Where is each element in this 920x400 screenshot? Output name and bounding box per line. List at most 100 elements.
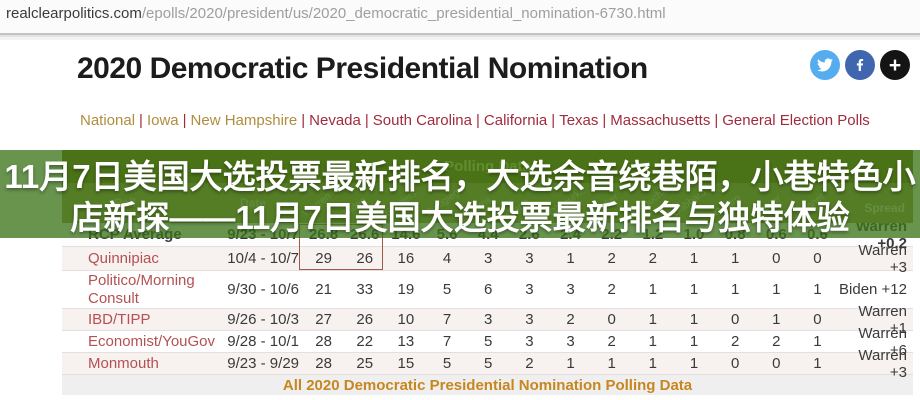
poll-values: 21 33 19 5 6 3 3 2 1 1 1 1 1 [303, 281, 838, 298]
poll-value: 7 [442, 333, 452, 350]
poll-value: 1 [730, 281, 740, 298]
poll-value: 1 [566, 355, 575, 372]
nav-link-california[interactable]: California [483, 112, 548, 129]
poll-value: 3 [566, 333, 575, 350]
poll-date: 10/4 - 10/7 [227, 250, 299, 267]
table-row-economist-yougov: Economist/YouGov 9/28 - 10/1 28 22 13 7 5 3 3 2 1 1… [62, 325, 913, 359]
plus-share-icon[interactable]: + [880, 50, 910, 80]
poll-name-link[interactable]: Economist/YouGov [88, 332, 216, 350]
nav-separator: | [602, 112, 607, 129]
nav-separator: | [476, 112, 480, 129]
poll-value: 0 [730, 355, 740, 372]
poll-spread: Warren +1 [858, 302, 907, 337]
poll-value: 1 [689, 250, 699, 267]
poll-value: 7 [442, 311, 452, 328]
nav-link-massachusetts[interactable]: Massachusetts [610, 112, 711, 129]
poll-spread: Warren +6 [858, 324, 907, 359]
poll-values: 27 26 10 7 3 3 2 0 1 1 0 1 0 [303, 311, 838, 328]
nav-link-south-carolina[interactable]: South Carolina [372, 112, 472, 129]
poll-value: 2 [607, 333, 616, 350]
poll-value: 0 [772, 355, 781, 372]
poll-value: 0 [607, 311, 616, 328]
poll-value: 1 [813, 333, 822, 350]
poll-value: 1 [813, 281, 822, 298]
poll-value: 1 [648, 355, 657, 372]
nav-separator: | [364, 112, 369, 129]
poll-values: 29 26 16 4 3 3 1 2 2 1 1 0 0 [303, 250, 838, 267]
poll-name-link[interactable]: Quinnipiac [88, 249, 159, 267]
table-row-ibd-tipp: IBD/TIPP 9/26 - 10/3 27 26 10 7 3 3 2 0 1 1 0 1 0 Warre… [62, 303, 913, 337]
poll-name-link[interactable]: Politico/Morning Consult [88, 272, 195, 307]
poll-value: 2 [566, 311, 575, 328]
poll-value: 5 [484, 355, 493, 372]
poll-value: 3 [525, 311, 534, 328]
poll-value: 10 [397, 311, 415, 328]
nav-link-nevada[interactable]: Nevada [309, 112, 361, 129]
poll-value: 1 [772, 281, 781, 298]
poll-value: 1 [648, 281, 657, 298]
poll-values: 28 25 15 5 5 2 1 1 1 1 0 0 1 [303, 355, 838, 372]
poll-value: 28 [315, 333, 332, 350]
poll-value: 5 [442, 281, 452, 298]
poll-value: 5 [484, 333, 493, 350]
poll-value: 3 [525, 281, 534, 298]
poll-value: 3 [525, 250, 534, 267]
nav-link-general-election-polls[interactable]: General Election Polls [722, 112, 870, 129]
poll-spread: Warren +3 [858, 241, 907, 276]
all-polling-data-link[interactable]: All 2020 Democratic Presidential Nominat… [282, 376, 693, 394]
facebook-icon[interactable] [845, 50, 875, 80]
poll-value: 3 [525, 333, 534, 350]
poll-value: 1 [566, 250, 575, 267]
browser-address-bar[interactable]: realclearpolitics.com/epolls/2020/presid… [0, 0, 920, 33]
poll-value: 1 [607, 355, 616, 372]
poll-spread: Biden +12 [839, 281, 907, 298]
nav-link-national[interactable]: National [80, 112, 136, 129]
nav-link-new-hampshire[interactable]: New Hampshire [190, 112, 298, 129]
poll-name-link[interactable]: Monmouth [88, 354, 159, 372]
poll-date: 9/26 - 10/3 [227, 311, 299, 328]
table-row-quinnipiac: Quinnipiac 10/4 - 10/7 29 26 16 4 3 3 1 2 2 1 1 0 0 War… [62, 242, 913, 276]
poll-value: 3 [484, 311, 493, 328]
poll-value: 26 [356, 250, 374, 267]
poll-value: 2 [525, 355, 534, 372]
poll-value: 1 [648, 311, 657, 328]
nav-separator: | [301, 112, 306, 129]
browser-chrome-divider [0, 33, 920, 40]
poll-value: 1 [689, 355, 699, 372]
poll-value: 4 [442, 250, 452, 267]
nav-link-texas[interactable]: Texas [559, 112, 599, 129]
poll-value: 3 [566, 281, 575, 298]
poll-rows: RCP Average9/23 - 10/726.826.614.65.64.4… [62, 218, 913, 381]
url-domain: realclearpolitics.com [6, 5, 142, 22]
poll-value: 25 [356, 355, 374, 372]
poll-value: 2 [772, 333, 781, 350]
nav-separator: | [139, 112, 143, 129]
table-row-politico-morning-consult: Politico/Morning Consult 9/30 - 10/6 21 33 1… [62, 271, 913, 309]
table-footer-bar: All 2020 Democratic Presidential Nominat… [62, 375, 913, 395]
poll-value: 2 [730, 333, 740, 350]
poll-value: 1 [730, 250, 740, 267]
nav-separator: | [551, 112, 556, 129]
poll-value: 21 [315, 281, 332, 298]
poll-date: 9/23 - 9/29 [227, 355, 299, 372]
poll-name-link[interactable]: IBD/TIPP [88, 310, 151, 328]
poll-value: 0 [813, 250, 822, 267]
nav-separator: | [182, 112, 187, 129]
url-path: /epolls/2020/president/us/2020_democrati… [141, 5, 666, 22]
twitter-icon[interactable] [810, 50, 840, 80]
poll-value: 0 [813, 311, 822, 328]
poll-value: 13 [397, 333, 415, 350]
poll-value: 0 [772, 250, 781, 267]
poll-value: 1 [689, 333, 699, 350]
poll-value: 22 [356, 333, 374, 350]
poll-value: 2 [607, 250, 616, 267]
poll-value: 33 [356, 281, 374, 298]
poll-values: 28 22 13 7 5 3 3 2 1 1 2 2 1 [303, 333, 838, 350]
poll-date: 9/30 - 10/6 [227, 281, 299, 298]
nav-link-iowa[interactable]: Iowa [146, 112, 179, 129]
poll-value: 5 [442, 355, 452, 372]
poll-value: 6 [484, 281, 493, 298]
banner-line-1: 11月7日美国大选投票最新排名，大选余音绕巷陌，小巷特色小 [4, 158, 916, 195]
poll-value: 28 [315, 355, 332, 372]
